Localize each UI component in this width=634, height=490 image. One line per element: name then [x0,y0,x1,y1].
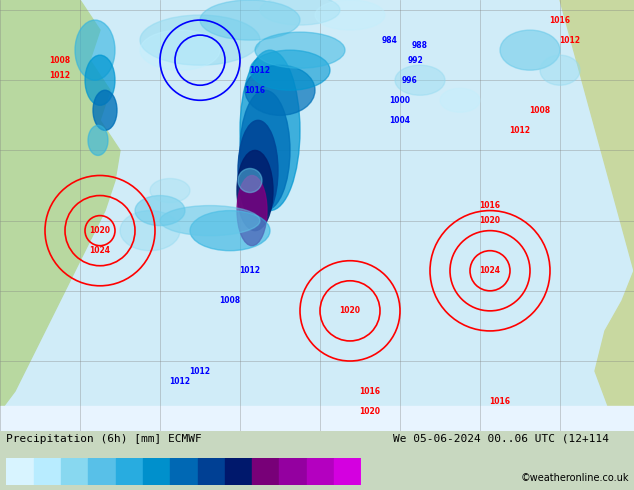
Ellipse shape [255,32,345,68]
Text: 1016: 1016 [489,396,510,406]
Bar [88,458,115,485]
Ellipse shape [245,65,315,115]
Text: 1020: 1020 [359,407,380,416]
Bar [61,458,88,485]
Ellipse shape [120,211,180,251]
Text: 988: 988 [412,41,428,49]
Ellipse shape [395,65,445,95]
Ellipse shape [150,178,190,202]
Text: 1020: 1020 [89,226,110,235]
Ellipse shape [540,55,580,85]
Ellipse shape [88,125,108,155]
Polygon shape [560,0,634,431]
Text: 1012: 1012 [510,126,531,135]
Ellipse shape [200,0,300,40]
Text: 1020: 1020 [339,306,361,316]
Text: 1000: 1000 [389,96,410,105]
Bar [198,458,225,485]
Ellipse shape [240,90,290,211]
Ellipse shape [135,196,185,225]
Ellipse shape [260,0,340,25]
Ellipse shape [240,50,300,211]
Ellipse shape [440,88,480,112]
Ellipse shape [93,90,117,130]
Bar [225,458,252,485]
Text: 1004: 1004 [389,116,410,125]
Bar [252,458,280,485]
Text: 1016: 1016 [550,16,571,24]
Text: 1016: 1016 [245,86,266,95]
Text: 1008: 1008 [219,296,240,305]
Polygon shape [0,0,120,411]
Ellipse shape [237,175,267,245]
Ellipse shape [238,121,278,220]
Text: Precipitation (6h) [mm] ECMWF: Precipitation (6h) [mm] ECMWF [6,434,202,443]
Text: 1008: 1008 [49,56,70,65]
Text: We 05-06-2024 00..06 UTC (12+114: We 05-06-2024 00..06 UTC (12+114 [393,434,609,443]
Text: 996: 996 [402,76,418,85]
Bar [307,458,334,485]
Ellipse shape [250,50,330,90]
Ellipse shape [140,15,260,65]
Bar [280,458,307,485]
Text: 1012: 1012 [49,71,70,80]
Ellipse shape [85,55,115,105]
Ellipse shape [140,30,220,70]
Text: ©weatheronline.co.uk: ©weatheronline.co.uk [521,473,629,483]
Text: 1020: 1020 [479,216,500,225]
Bar [170,458,198,485]
Ellipse shape [75,20,115,80]
Polygon shape [361,458,375,485]
Bar [6,458,34,485]
Ellipse shape [315,0,385,30]
Text: 1012: 1012 [240,266,261,275]
Text: 1024: 1024 [89,246,110,255]
Text: 1012: 1012 [190,367,210,375]
Bar [0,406,634,431]
Ellipse shape [238,169,262,193]
Bar [34,458,61,485]
Ellipse shape [500,30,560,70]
Text: 984: 984 [382,36,398,45]
Text: 1012: 1012 [250,66,271,74]
Ellipse shape [237,150,273,231]
Text: 1024: 1024 [479,266,500,275]
Text: 1008: 1008 [529,106,550,115]
Bar [334,458,361,485]
Ellipse shape [160,206,260,236]
Text: 992: 992 [407,56,423,65]
Bar [115,458,143,485]
Text: 1012: 1012 [169,376,190,386]
Ellipse shape [190,211,270,251]
Text: 1016: 1016 [479,201,500,210]
Bar [143,458,170,485]
Text: 1016: 1016 [359,387,380,395]
Text: 1012: 1012 [559,36,581,45]
